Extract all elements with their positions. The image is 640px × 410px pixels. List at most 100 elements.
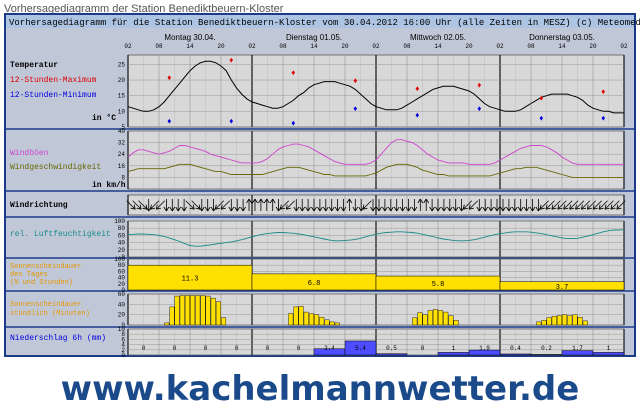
- sunshine-hour-bar: [334, 322, 340, 326]
- wind-arrow: [598, 200, 608, 210]
- precipitation-label: 0: [421, 345, 425, 352]
- wind-arrow-shaft: [362, 200, 372, 210]
- day-label: Mittwoch 02.05.: [410, 33, 466, 42]
- wind-arrow: [269, 198, 276, 211]
- sunshine-hour-bar: [169, 306, 175, 326]
- wind-arrow-head: [382, 206, 388, 212]
- wind-arrow: [258, 198, 264, 211]
- header-bar: [6, 15, 634, 28]
- wind-arrow-shaft: [545, 200, 555, 210]
- max-marker: ♦: [539, 93, 543, 102]
- wind-arrow-head: [441, 206, 447, 212]
- wind-arrow-head: [604, 204, 610, 210]
- hour-tick-label: 08: [279, 43, 287, 50]
- sunshine-hour-bar: [293, 306, 299, 326]
- wind-arrow-head: [506, 206, 512, 212]
- day-label: Dienstag 01.05.: [286, 33, 342, 42]
- sunshine-day-bar: [127, 264, 253, 291]
- wind-arrow-head: [258, 198, 264, 204]
- wind-arrow: [506, 199, 512, 212]
- precipitation-tick-label: 4: [121, 342, 125, 349]
- wind-arrow: [405, 199, 412, 212]
- precipitation-title: Niederschlag 6h (mm): [10, 334, 106, 343]
- wind-arrow: [557, 200, 567, 210]
- wind-arrow-shaft: [138, 200, 148, 210]
- sunshine-hour-bar: [556, 315, 562, 326]
- wind-arrow-head: [468, 204, 474, 210]
- wind-arrow-head: [423, 198, 430, 204]
- page-title: Vorhersagediagramm der Station Benediktb…: [4, 3, 284, 15]
- precipitation-label: 1.9: [479, 345, 490, 352]
- wind-arrow-head: [500, 206, 506, 212]
- precipitation-label: 0: [173, 345, 177, 352]
- sunshine-hour-bar: [221, 317, 227, 326]
- wind-arrow-shaft: [191, 200, 201, 210]
- wind-arrow: [563, 200, 573, 210]
- wind-arrow: [462, 200, 473, 210]
- temperature-tick-label: 25: [118, 61, 126, 68]
- wind-arrow-head: [610, 204, 616, 210]
- precipitation-label: 0.5: [386, 345, 397, 352]
- wind-arrow: [494, 199, 500, 212]
- wind-arrow: [311, 199, 317, 212]
- wind-arrow-head: [598, 204, 604, 210]
- wind-arrow-head: [234, 206, 241, 212]
- temperature-tick-label: 15: [118, 93, 126, 100]
- wind-arrow: [126, 200, 136, 210]
- humidity-tick-label: 100: [114, 218, 125, 225]
- wind-arrow: [586, 200, 597, 210]
- sunshine-daily-tick-label: 60: [118, 268, 126, 275]
- humidity-tick-label: 0: [121, 254, 125, 261]
- wind-arrow: [517, 199, 524, 212]
- wind-tick-label: 40: [118, 128, 126, 135]
- precipitation-bar: [344, 340, 377, 356]
- wind-arrow-head: [517, 206, 524, 212]
- wind-arrow: [423, 198, 430, 211]
- min-marker: ♦: [229, 117, 233, 126]
- sunshine-hour-bar: [179, 295, 185, 326]
- temperature-title: Temperatur: [10, 61, 58, 70]
- header-text: Vorhersagediagramm für die Station Bened…: [9, 18, 640, 28]
- wind-arrow-shaft: [214, 200, 225, 210]
- max-marker: ♦: [167, 73, 171, 82]
- wind-arrow-head: [220, 204, 226, 210]
- wind-arrow-shaft: [462, 200, 473, 210]
- wind-arrow-head: [387, 206, 394, 212]
- wind-arrow: [616, 200, 626, 210]
- wind-arrow-head: [417, 198, 424, 204]
- sunshine-daily-tick-label: 100: [114, 256, 125, 263]
- hour-tick-label: 08: [155, 43, 163, 50]
- sunshine-hour-bar: [324, 319, 330, 326]
- wind-arrow: [240, 199, 246, 212]
- max-marker: ♦: [291, 68, 295, 77]
- precipitation-bar: [375, 353, 408, 356]
- wind-arrow: [580, 200, 591, 210]
- hour-tick-label: 14: [558, 43, 566, 50]
- humidity-line: [127, 229, 625, 247]
- sunshine-hour-bar: [448, 315, 454, 326]
- wind-tick-label: 24: [118, 151, 126, 158]
- sunshine-daily-tick-label: 0: [121, 287, 125, 294]
- sunshine-daily-title-2: des Tages: [10, 271, 48, 279]
- wind-arrow: [155, 200, 166, 210]
- wind-arrow: [610, 200, 620, 210]
- humidity-tick-label: 60: [118, 232, 126, 239]
- wind-arrow-head: [322, 206, 329, 212]
- precipitation-bar: [437, 352, 470, 356]
- sunshine-hour-bar: [164, 322, 170, 326]
- wind-arrow-head: [557, 204, 563, 210]
- hour-tick-label: 20: [465, 43, 473, 50]
- sunshine-hour-bar: [546, 317, 552, 326]
- precipitation-tick-label: 6: [121, 336, 125, 343]
- sunshine-hour-bar: [195, 295, 201, 326]
- wind-arrow: [569, 200, 579, 210]
- wind-arrow-head: [616, 204, 622, 210]
- wind-arrow-head: [482, 206, 489, 212]
- wind-arrow-head: [376, 206, 382, 212]
- min-marker: ♦: [415, 110, 419, 119]
- sunshine-hourly-tick-label: 20: [118, 312, 126, 319]
- wind-arrow-head: [352, 206, 359, 212]
- wind-arrow: [234, 199, 241, 212]
- sunshine-hour-bar: [174, 295, 180, 326]
- precipitation-label: 0.2: [541, 345, 552, 352]
